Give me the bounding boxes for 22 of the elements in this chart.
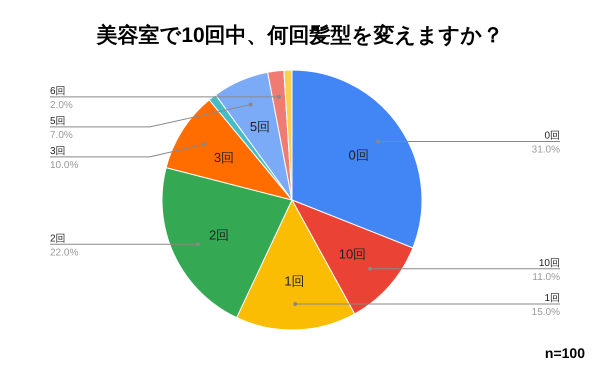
text: n=100 — [544, 345, 586, 361]
data-label: 7.0% — [50, 130, 73, 141]
slice-label: 0回 — [348, 148, 369, 163]
slice-label: 5回 — [50, 116, 66, 127]
slice-label: 10回 — [338, 246, 366, 262]
slice-label: 1回 — [284, 274, 305, 289]
slice-label: 6回 — [50, 86, 66, 97]
data-label: 10.0% — [50, 160, 78, 171]
data-label: 15.0% — [532, 306, 560, 318]
slice-label: 3回 — [50, 146, 66, 157]
slice-label: 5回 — [250, 119, 270, 134]
slice-label: 10回 — [538, 258, 560, 269]
data-label: 11.0% — [532, 272, 560, 283]
data-label: 31.0% — [532, 144, 560, 156]
slice-label: 2回 — [208, 227, 230, 242]
slice-label: 1回 — [544, 292, 560, 304]
data-label: 22.0% — [50, 247, 78, 258]
slice-label: 2回 — [50, 233, 66, 244]
data-label: 2.0% — [50, 100, 73, 111]
chart-title: 美容室で10回中、何回髪型を変えますか？ — [95, 23, 504, 47]
slice-label: 3回 — [214, 150, 234, 165]
slice-label: 0回 — [544, 130, 560, 142]
